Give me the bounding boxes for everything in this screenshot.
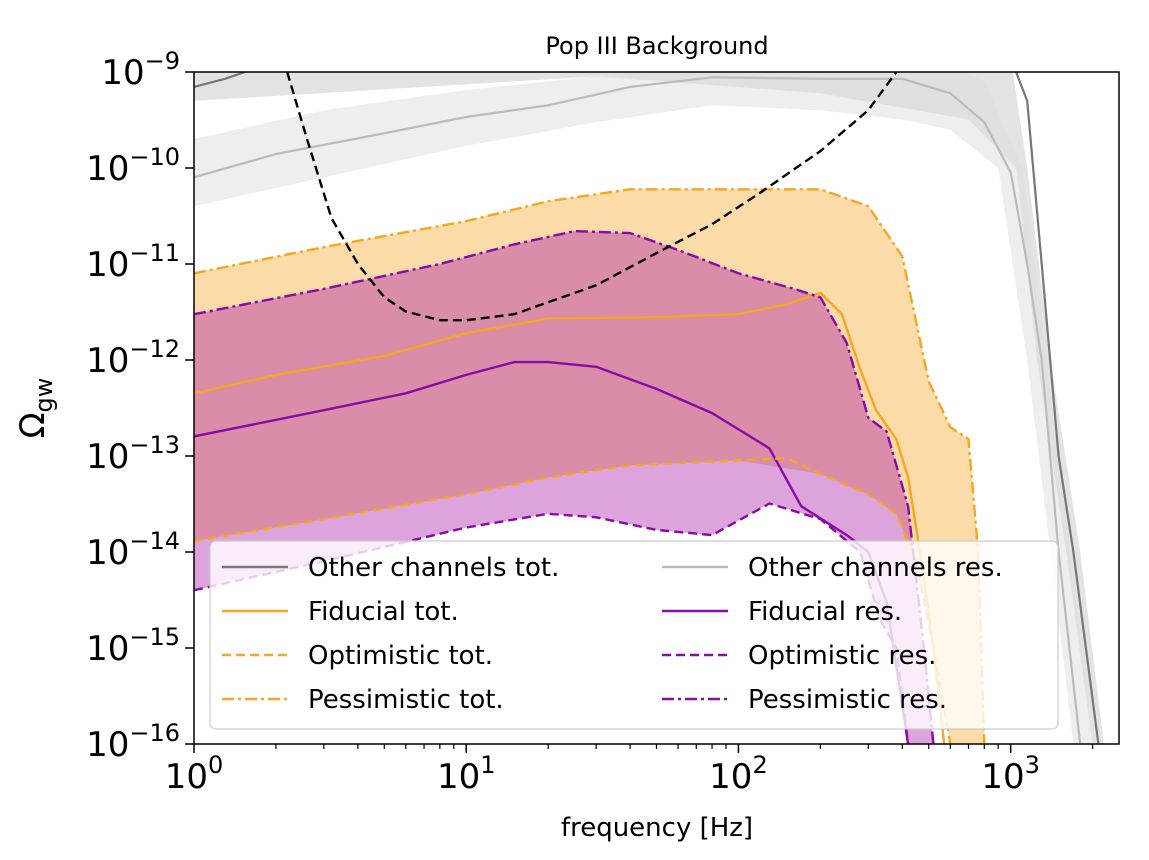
legend-label: Optimistic res. [748,641,936,671]
legend-label: Pessimistic res. [748,685,947,715]
series-sensitivity-curve [286,72,898,322]
x-tick-label: 102 [709,751,768,797]
chart-title: Pop III Background [545,32,768,60]
y-tick-label: 10−11 [86,239,180,285]
x-axis-label: frequency [Hz] [561,813,753,843]
other-channels-res-band [194,72,1093,744]
legend-label: Pessimistic tot. [308,685,504,715]
y-tick-label: 10−13 [86,431,180,477]
legend: Other channels tot. Other channels res. Fi… [209,540,1059,730]
other-channels-tot-band [194,72,1104,744]
legend-label: Other channels tot. [308,553,559,583]
y-tick-label: 10−12 [86,335,180,381]
x-tick-label: 101 [437,751,496,797]
x-tick-label: 103 [981,751,1040,797]
legend-box [209,540,1059,730]
legend-label: Other channels res. [748,553,1003,583]
series-fiducial-tot [194,291,946,744]
legend-label: Optimistic tot. [308,641,493,671]
series-pessimistic-res [194,229,935,744]
y-tick-label: 10−15 [86,623,180,669]
legend-label: Fiducial tot. [308,597,459,627]
band-layer [194,72,1104,744]
series-other-channels-tot [194,72,1100,744]
x-tick-label: 100 [165,751,224,797]
y-tick-label: 10−9 [101,47,180,93]
legend-label: Fiducial res. [748,597,902,627]
x-axis-ticks: 100 101 102 103 [165,744,1094,797]
residual-band [194,231,934,744]
y-tick-label: 10−10 [86,143,180,189]
total-band [194,189,985,744]
series-other-channels-res [194,76,1082,744]
y-tick-label: 10−16 [86,719,180,765]
y-tick-label: 10−14 [86,527,180,573]
y-axis-label: Ωgw [13,378,58,439]
y-axis-ticks: 10−16 10−15 10−14 10−13 10−12 10−11 10−10 10−9 [86,47,194,765]
